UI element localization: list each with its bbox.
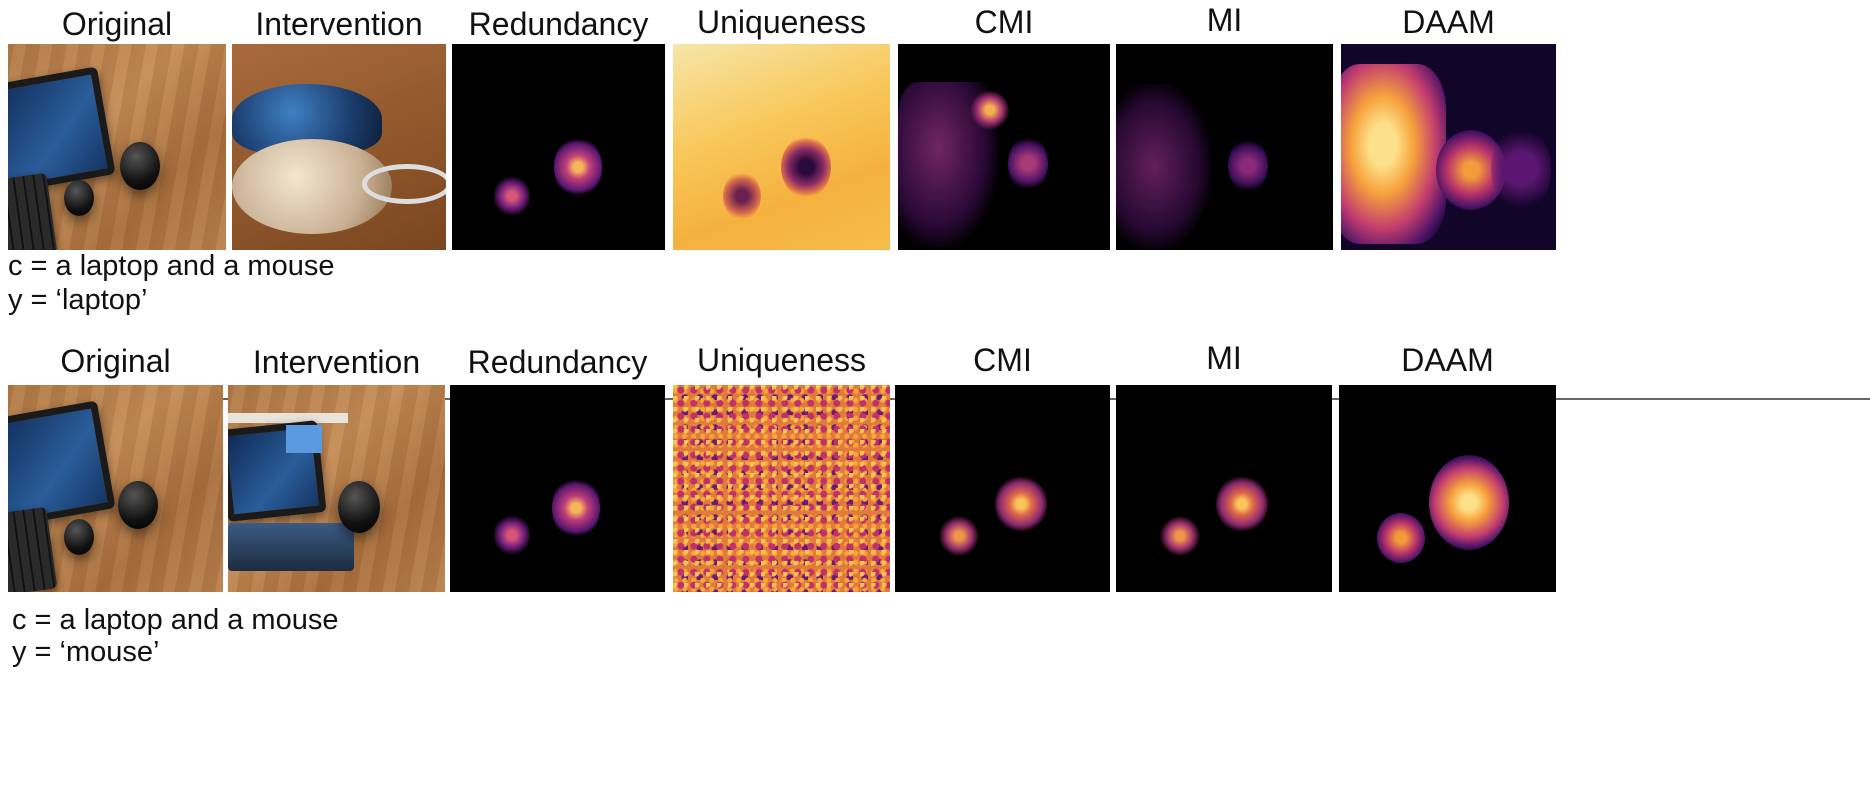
- header-intervention: Intervention: [252, 344, 421, 380]
- header-daam: DAAM: [1402, 4, 1495, 40]
- header-redundancy: Redundancy: [467, 344, 648, 380]
- heat-blob: [995, 475, 1047, 533]
- header-original: Original: [61, 6, 173, 42]
- heat-blob: [1160, 515, 1200, 557]
- caption-target: y = ‘mouse’: [12, 636, 160, 668]
- original-image: [8, 44, 226, 250]
- header-mi: MI: [1206, 340, 1242, 376]
- heat-blob: [970, 90, 1010, 130]
- intervention-image: [232, 44, 446, 250]
- mouse: [120, 142, 160, 190]
- heat-blob: [1228, 138, 1268, 193]
- heat-blob: [494, 513, 530, 557]
- header-cmi: CMI: [973, 342, 1032, 378]
- heat-blob: [1429, 455, 1509, 550]
- caption-prompt: c = a laptop and a mouse: [8, 250, 335, 282]
- header-mi: MI: [1206, 2, 1243, 38]
- uniqueness-heatmap: [673, 44, 890, 250]
- daam-heatmap: [1339, 385, 1556, 592]
- mouse-cable: [362, 164, 446, 204]
- blue-card: [286, 425, 322, 453]
- cmi-heatmap: [895, 385, 1110, 592]
- laptop-base: [228, 523, 354, 571]
- mouse: [338, 481, 380, 533]
- original-image: [8, 385, 223, 592]
- caption-prompt: c = a laptop and a mouse: [12, 604, 339, 636]
- mi-heatmap: [1116, 44, 1333, 250]
- header-redundancy: Redundancy: [468, 6, 649, 42]
- heat-blob: [781, 136, 831, 198]
- heat-blob: [1377, 513, 1425, 563]
- heat-blob: [1008, 136, 1048, 191]
- caption-target: y = ‘laptop’: [8, 284, 148, 316]
- small-mouse: [64, 180, 94, 216]
- small-mouse: [64, 519, 94, 555]
- daam-heatmap: [1341, 44, 1556, 250]
- cmi-heatmap: [898, 44, 1110, 250]
- mouse: [118, 481, 158, 529]
- header-cmi: CMI: [974, 4, 1034, 40]
- heat-blob: [1491, 124, 1551, 214]
- heat-blob: [554, 136, 602, 198]
- redundancy-heatmap: [452, 44, 665, 250]
- intervention-image: [228, 385, 445, 592]
- mi-heatmap: [1116, 385, 1332, 592]
- heat-blob: [552, 477, 600, 539]
- paper-stack: [228, 413, 348, 423]
- heat-blob: [494, 174, 530, 218]
- heat-blob: [1116, 84, 1211, 249]
- heat-blob: [939, 515, 979, 557]
- header-uniqueness: Uniqueness: [697, 342, 866, 378]
- header-original: Original: [60, 343, 171, 379]
- header-daam: DAAM: [1401, 342, 1494, 378]
- uniqueness-heatmap: [673, 385, 890, 592]
- keyboard: [8, 506, 58, 592]
- header-uniqueness: Uniqueness: [697, 4, 866, 40]
- heat-blob: [723, 172, 761, 220]
- redundancy-heatmap: [450, 385, 665, 592]
- heat-blob: [1216, 475, 1268, 533]
- header-intervention: Intervention: [255, 6, 423, 42]
- heat-blob: [1341, 64, 1446, 244]
